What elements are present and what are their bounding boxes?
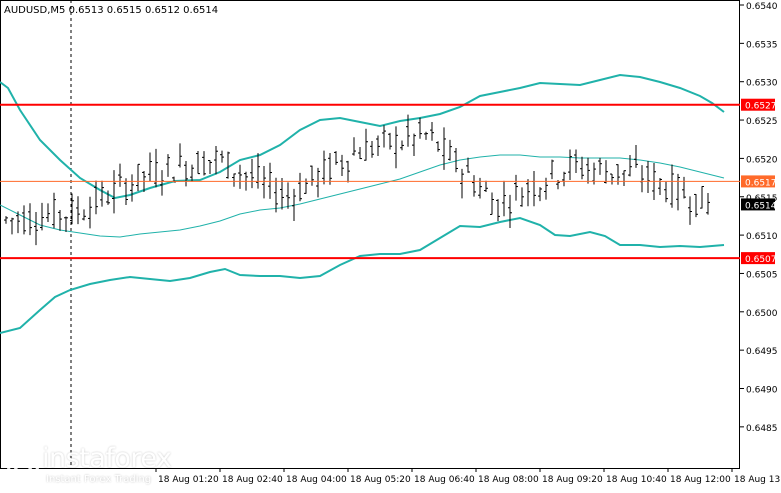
low-value: 0.6512: [144, 5, 180, 16]
instaforex-logo-icon: [6, 447, 40, 481]
price-tick-label: 0.6525: [746, 117, 778, 127]
symbol-info: AUDUSD,M5 0.6513 0.6515 0.6512 0.6514: [4, 5, 218, 16]
levels: 0.6527 0.6517 0.6507 0.6514: [0, 98, 777, 265]
level-label-bg: [741, 98, 775, 111]
instaforex-watermark: instaforex Instant Forex Trading: [6, 443, 196, 486]
high-value: 0.6515: [106, 5, 142, 16]
time-tick-label: 18 Aug 13:20: [734, 475, 781, 485]
time-tick-label: 18 Aug 12:00: [670, 475, 731, 485]
candles: [4, 114, 710, 246]
price-tick-label: 0.6495: [746, 347, 778, 357]
time-tick-label: 18 Aug 10:40: [606, 475, 667, 485]
open-value: 0.6513: [68, 5, 104, 16]
price-tick-label: 0.6520: [746, 155, 778, 165]
watermark-tagline: Instant Forex Trading: [46, 474, 152, 485]
watermark-brand: instaforex: [42, 443, 172, 474]
current-price-bg: [741, 198, 775, 211]
price-tick-label: 0.6530: [746, 79, 778, 89]
time-tick-label: 18 Aug 01:20: [158, 475, 219, 485]
time-tick-label: 18 Aug 04:00: [286, 475, 347, 485]
price-tick-label: 0.6500: [746, 309, 778, 319]
price-tick-label: 0.6515: [746, 194, 778, 204]
level-label-pivot: 0.6517: [745, 178, 777, 188]
plot-frame: [0, 0, 740, 469]
time-tick-label: 18 Aug 05:20: [350, 475, 411, 485]
level-label-bg: [741, 252, 775, 265]
price-tick-label: 0.6540: [746, 2, 778, 12]
price-axis: 0.65400.65350.65300.65250.65200.65150.65…: [740, 2, 778, 434]
price-tick-label: 0.6485: [746, 424, 778, 434]
current-price-label: 0.6514: [745, 201, 777, 211]
lower-band-line: [0, 216, 725, 334]
level-label-resistance: 0.6527: [745, 102, 777, 112]
time-tick-label: 18 Aug 09:20: [542, 475, 603, 485]
price-tick-label: 0.6505: [746, 270, 778, 280]
time-tick-label: 18 Aug 06:40: [414, 475, 475, 485]
symbol-name: AUDUSD,M5: [4, 5, 66, 16]
level-label-bg: [741, 175, 775, 188]
price-tick-label: 0.6535: [746, 40, 778, 50]
time-axis: 18 Aug 01:20 18 Aug 02:40 18 Aug 04:00 18 A…: [155, 468, 781, 485]
level-label-support: 0.6507: [745, 255, 777, 265]
upper-band-line: [0, 73, 725, 200]
price-tick-label: 0.6510: [746, 232, 778, 242]
time-tick-label: 18 Aug 02:40: [222, 475, 283, 485]
close-value: 0.6514: [183, 5, 219, 16]
price-tick-label: 0.6490: [746, 386, 778, 396]
time-tick-label: 18 Aug 08:00: [478, 475, 539, 485]
